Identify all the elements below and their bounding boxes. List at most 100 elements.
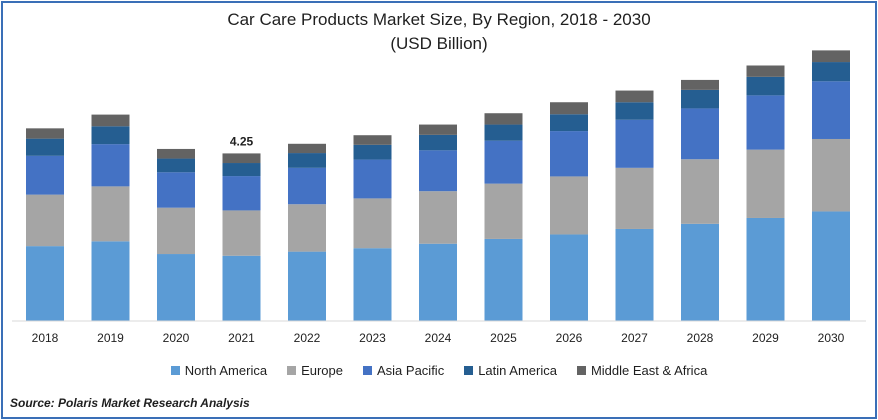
bar-segment-2021-2: [222, 176, 261, 211]
x-tick-label-2026: 2026: [556, 331, 583, 345]
legend-label: Latin America: [478, 363, 557, 378]
bar-segment-2026-1: [550, 176, 588, 235]
legend-item-4: Middle East & Africa: [576, 363, 708, 378]
bar-segment-2030-2: [812, 81, 850, 139]
x-tick-label-2023: 2023: [359, 331, 386, 345]
legend-swatch: [464, 366, 474, 375]
bar-segment-2025-0: [484, 238, 523, 321]
bar-segment-2029-2: [746, 95, 785, 150]
x-tick-label-2024: 2024: [425, 331, 452, 345]
bar-segment-2023-4: [353, 135, 392, 145]
legend-swatch: [170, 366, 180, 375]
bar-chart: 2018 2019 2020 2021 2022 2023 2024 2025 2026 2027…: [12, 50, 866, 345]
bar-segment-2026-0: [550, 234, 588, 321]
legend-label: Europe: [301, 363, 343, 378]
x-tick-label-2025: 2025: [490, 331, 517, 345]
x-tick-label-2027: 2027: [621, 331, 648, 345]
bar-segment-2022-3: [288, 153, 326, 168]
bar-segment-2030-1: [812, 138, 850, 212]
legend-item-2: Asia Pacific: [363, 363, 444, 378]
legend-swatch: [576, 366, 586, 375]
bar-segment-2024-1: [419, 191, 457, 244]
bar-segment-2023-3: [353, 144, 392, 160]
bar-segment-2027-4: [615, 90, 654, 103]
bar-segment-2027-1: [615, 167, 654, 229]
legend-item-1: Europe: [287, 363, 343, 378]
bars-group: [26, 50, 850, 321]
legend: North America Europe Asia Pacific Latin Ame…: [0, 363, 878, 378]
bar-segment-2020-1: [157, 207, 195, 255]
bar-segment-2019-2: [91, 144, 130, 187]
chart-title: Car Care Products Market Size, By Region…: [227, 10, 651, 29]
legend-label: Middle East & Africa: [590, 363, 708, 378]
bar-segment-2024-4: [419, 124, 457, 135]
bar-segment-2019-4: [91, 114, 130, 127]
bar-segment-2028-4: [681, 79, 719, 90]
x-tick-label-2030: 2030: [818, 331, 845, 345]
bar-segment-2026-4: [550, 102, 588, 115]
bar-segment-2025-3: [484, 124, 523, 141]
legend-swatch: [287, 366, 297, 375]
bar-segment-2025-1: [484, 183, 523, 239]
bar-segment-2027-2: [615, 119, 654, 168]
legend-label: Asia Pacific: [377, 363, 445, 378]
bar-segment-2028-3: [681, 89, 719, 109]
bar-segment-2030-4: [812, 50, 850, 63]
bar-segment-2018-1: [26, 194, 64, 247]
legend-swatch: [363, 366, 372, 375]
bar-segment-2019-3: [91, 126, 130, 145]
legend-label: North America: [184, 363, 268, 378]
bar-segment-2028-1: [681, 159, 719, 224]
legend-item-3: Latin America: [464, 363, 557, 378]
bar-segment-2024-0: [419, 243, 457, 321]
bar-segment-2022-0: [288, 251, 326, 321]
legend-item-0: North America: [170, 363, 268, 378]
bar-segment-2026-3: [550, 114, 588, 132]
bar-segment-2030-0: [812, 211, 850, 321]
bar-segment-2020-0: [157, 254, 195, 321]
bar-segment-2019-0: [91, 241, 130, 321]
bar-segment-2029-0: [746, 217, 785, 321]
x-tick-label-2021: 2021: [228, 331, 255, 345]
bar-segment-2021-0: [222, 255, 261, 321]
bar-segment-2021-4: [222, 153, 261, 164]
x-tick-label-2018: 2018: [32, 331, 59, 345]
bar-segment-2029-1: [746, 149, 785, 218]
source-note: Source: Polaris Market Research Analysis: [10, 396, 250, 410]
bar-segment-2023-0: [353, 248, 392, 321]
bar-segment-2018-3: [26, 138, 64, 156]
bar-segment-2023-1: [353, 198, 392, 249]
bar-segment-2026-2: [550, 131, 588, 177]
bar-segment-2024-3: [419, 134, 457, 151]
bar-segment-2018-0: [26, 246, 64, 321]
x-tick-label-2028: 2028: [687, 331, 714, 345]
bar-segment-2028-0: [681, 223, 719, 321]
bar-segment-2018-4: [26, 128, 64, 139]
bar-segment-2028-2: [681, 108, 719, 160]
x-tick-label-2020: 2020: [163, 331, 190, 345]
bar-segment-2025-4: [484, 113, 523, 125]
bar-segment-2020-2: [157, 172, 195, 208]
bar-segment-2018-2: [26, 155, 64, 195]
bar-segment-2022-4: [288, 143, 326, 154]
bar-segment-2029-4: [746, 65, 785, 77]
bar-segment-2027-3: [615, 102, 654, 120]
bar-segment-2025-2: [484, 140, 523, 184]
x-tick-label-2022: 2022: [294, 331, 321, 345]
data-label-2021: 4.25: [230, 134, 254, 148]
bar-segment-2022-1: [288, 204, 326, 252]
bar-segment-2020-4: [157, 148, 195, 159]
x-tick-labels: 2018 2019 2020 2021 2022 2023 2024 2025 2026 2027…: [32, 331, 845, 345]
bar-segment-2029-3: [746, 76, 785, 96]
bar-segment-2020-3: [157, 158, 195, 173]
x-tick-label-2029: 2029: [752, 331, 779, 345]
bar-segment-2019-1: [91, 186, 130, 242]
bar-segment-2027-0: [615, 228, 654, 321]
bar-segment-2021-1: [222, 210, 261, 256]
bar-segment-2024-2: [419, 150, 457, 192]
x-tick-label-2019: 2019: [97, 331, 124, 345]
bar-segment-2023-2: [353, 159, 392, 199]
chart-subtitle: (USD Billion): [390, 34, 488, 53]
bar-segment-2030-3: [812, 62, 850, 82]
bar-segment-2021-3: [222, 163, 261, 177]
